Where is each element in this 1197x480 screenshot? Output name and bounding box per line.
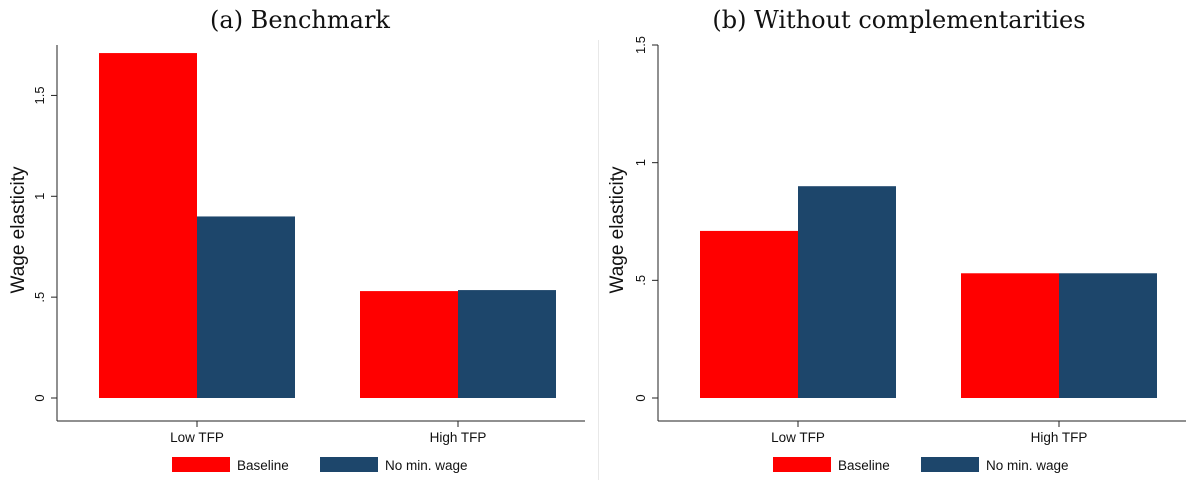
legend-label-baseline: Baseline: [838, 458, 890, 473]
legend-label-no-min-wage: No min. wage: [385, 458, 468, 473]
y-axis-label: Wage elasticity: [607, 166, 628, 294]
y-tick-label: 1: [633, 159, 648, 166]
y-tick-label: 1: [32, 193, 47, 200]
legend-swatch-no-min-wage: [320, 457, 378, 472]
chart-title: (b) Without complementarities: [712, 6, 1085, 34]
y-tick-label: 1.5: [32, 86, 47, 104]
x-tick-label: Low TFP: [170, 430, 224, 445]
bar-baseline-low-tfp: [99, 53, 197, 398]
bar-baseline-low-tfp: [700, 230, 798, 398]
panel-divider: [598, 40, 599, 480]
without-complementarities-chart-svg: (b) Without complementarities Wage elast…: [607, 6, 1186, 473]
y-tick-label: .5: [32, 292, 47, 303]
y-tick-label: 0: [32, 394, 47, 401]
legend-swatch-baseline: [773, 457, 831, 472]
bar-no-min-wage-high-tfp: [458, 290, 556, 398]
bar-baseline-high-tfp: [360, 291, 458, 398]
benchmark-chart-svg: (a) Benchmark Wage elasticity 0 .5 1 1.5 Low…: [8, 6, 585, 473]
legend-label-baseline: Baseline: [237, 458, 289, 473]
y-tick-label: .5: [633, 275, 648, 286]
chart-panel-benchmark: (a) Benchmark Wage elasticity 0 .5 1 1.5 Low…: [0, 0, 598, 478]
y-tick-label: 1.5: [633, 36, 648, 54]
legend-label-no-min-wage: No min. wage: [986, 458, 1069, 473]
bar-no-min-wage-low-tfp: [197, 216, 295, 398]
x-tick-label: High TFP: [1031, 430, 1088, 445]
legend-swatch-baseline: [172, 457, 230, 472]
x-tick-label: High TFP: [430, 430, 487, 445]
chart-title: (a) Benchmark: [210, 6, 390, 34]
legend-swatch-no-min-wage: [921, 457, 979, 472]
y-axis-label: Wage elasticity: [8, 166, 29, 294]
chart-marks: 0 .5 1 1.5 Low TFP High TFP Baseline No min. wa…: [633, 36, 1186, 473]
bar-no-min-wage-high-tfp: [1059, 273, 1157, 398]
y-tick-label: 0: [633, 394, 648, 401]
chart-panel-without-complementarities: (b) Without complementarities Wage elast…: [599, 0, 1197, 478]
x-tick-label: Low TFP: [771, 430, 825, 445]
bar-no-min-wage-low-tfp: [798, 186, 896, 398]
chart-marks: 0 .5 1 1.5 Low TFP High TFP Baseline No min. wa…: [32, 45, 585, 473]
bar-baseline-high-tfp: [961, 273, 1059, 398]
